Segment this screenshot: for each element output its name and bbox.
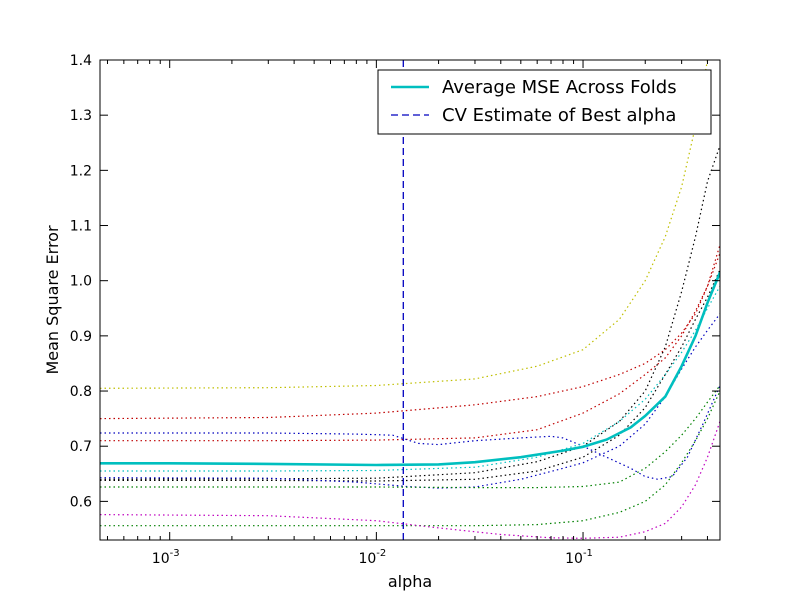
y-tick-label: 0.7 — [70, 439, 92, 455]
legend: Average MSE Across Folds CV Estimate of … — [377, 69, 712, 135]
x-axis-label: alpha — [388, 572, 432, 591]
fold-series-group — [100, 60, 720, 539]
legend-box — [377, 69, 712, 135]
y-tick-label: 1.0 — [70, 274, 92, 290]
fold-line-6 — [100, 385, 720, 480]
y-axis-label: Mean Square Error — [43, 225, 62, 375]
legend-label-best-alpha: CV Estimate of Best alpha — [442, 105, 676, 126]
fold-line-11 — [100, 421, 720, 539]
x-tick-label: 10-2 — [358, 548, 386, 567]
fold-line-7 — [100, 313, 720, 489]
average-mse-line — [100, 271, 720, 467]
y-tick-label: 0.8 — [70, 384, 92, 400]
y-tick-label: 1.3 — [70, 108, 92, 124]
y-tick-label: 1.4 — [70, 53, 92, 69]
fold-line-3 — [100, 252, 720, 442]
fold-line-2 — [100, 244, 720, 420]
x-axis-ticks: 10-3 10-2 10-1 — [106, 60, 708, 567]
y-tick-label: 0.9 — [70, 329, 92, 345]
plot-area-frame — [99, 59, 721, 541]
average-series-group — [100, 271, 720, 467]
y-tick-label: 0.6 — [70, 494, 92, 510]
x-tick-label: 10-1 — [565, 548, 593, 567]
legend-label-average: Average MSE Across Folds — [442, 77, 677, 98]
x-tick-label: 10-3 — [152, 548, 180, 567]
y-tick-label: 1.2 — [70, 163, 92, 179]
y-axis-ticks: 0.6 0.7 0.8 0.9 1.0 1.1 1.2 1.3 1.4 — [70, 53, 720, 510]
y-tick-label: 1.1 — [70, 219, 92, 235]
